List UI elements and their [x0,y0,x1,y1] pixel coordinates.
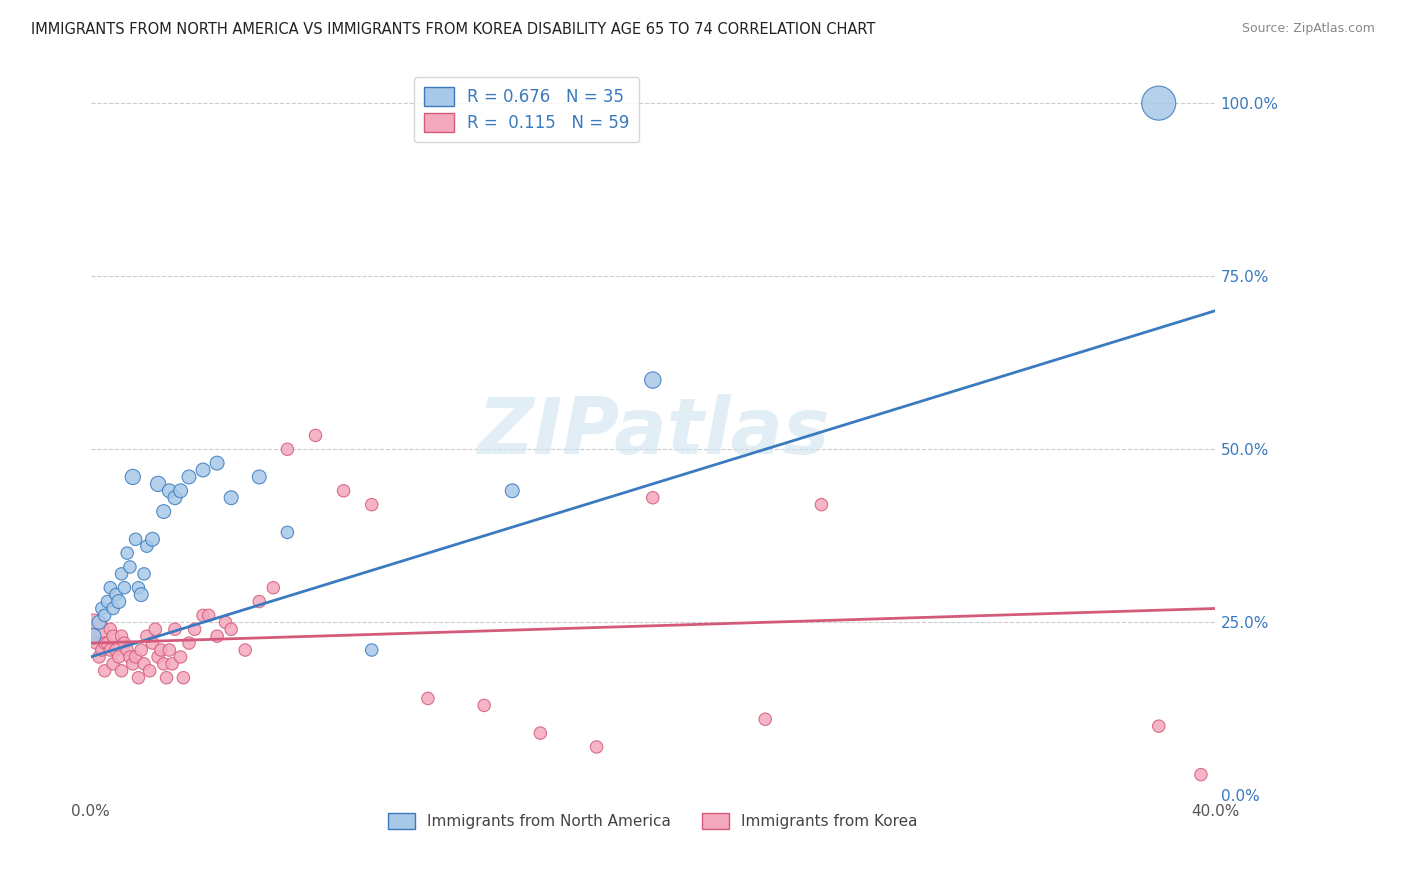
Point [101,601,124,615]
Point [360,643,382,657]
Point [472,698,495,713]
Point [262,581,284,595]
Point [332,483,354,498]
Point [104,588,127,602]
Point [152,657,174,671]
Point [1189,767,1212,781]
Point [98,581,121,595]
Point [110,629,132,643]
Point [90,601,112,615]
Point [115,546,138,560]
Point [169,649,191,664]
Point [93,664,115,678]
Point [143,622,166,636]
Point [132,566,155,581]
Point [641,373,664,387]
Point [98,643,121,657]
Point [157,483,180,498]
Point [107,594,129,608]
Point [160,657,183,671]
Point [104,643,127,657]
Point [1147,96,1170,111]
Legend: Immigrants from North America, Immigrants from Korea: Immigrants from North America, Immigrant… [381,806,924,835]
Point [146,649,169,664]
Point [132,657,155,671]
Text: Source: ZipAtlas.com: Source: ZipAtlas.com [1241,22,1375,36]
Point [101,629,124,643]
Point [110,664,132,678]
Point [754,712,776,726]
Point [124,649,146,664]
Point [152,505,174,519]
Point [96,636,118,650]
Point [141,636,163,650]
Point [107,649,129,664]
Point [112,636,135,650]
Point [124,533,146,547]
Point [82,629,104,643]
Point [1147,719,1170,733]
Point [82,622,104,636]
Point [96,594,118,608]
Point [98,622,121,636]
Point [157,643,180,657]
Point [163,622,186,636]
Point [501,483,523,498]
Point [127,671,149,685]
Point [138,664,160,678]
Point [101,657,124,671]
Point [121,657,143,671]
Point [810,498,832,512]
Point [205,456,228,470]
Point [247,594,270,608]
Point [304,428,326,442]
Point [219,622,242,636]
Point [93,636,115,650]
Point [169,483,191,498]
Text: ZIPatlas: ZIPatlas [477,394,830,470]
Point [135,539,157,553]
Point [135,629,157,643]
Point [146,476,169,491]
Point [149,643,172,657]
Point [118,649,141,664]
Point [90,643,112,657]
Point [129,588,152,602]
Point [121,470,143,484]
Point [219,491,242,505]
Point [84,636,107,650]
Point [87,615,110,630]
Point [155,671,177,685]
Point [197,608,219,623]
Point [214,615,236,630]
Point [585,739,607,754]
Point [93,608,115,623]
Point [163,491,186,505]
Point [183,622,205,636]
Point [115,643,138,657]
Point [191,608,214,623]
Point [276,525,298,540]
Point [118,560,141,574]
Point [87,649,110,664]
Point [416,691,439,706]
Point [177,636,200,650]
Point [191,463,214,477]
Point [141,533,163,547]
Point [529,726,551,740]
Point [172,671,194,685]
Point [110,566,132,581]
Point [129,643,152,657]
Point [127,581,149,595]
Point [247,470,270,484]
Point [177,470,200,484]
Point [360,498,382,512]
Point [112,581,135,595]
Point [233,643,256,657]
Point [641,491,664,505]
Point [276,442,298,457]
Text: IMMIGRANTS FROM NORTH AMERICA VS IMMIGRANTS FROM KOREA DISABILITY AGE 65 TO 74 C: IMMIGRANTS FROM NORTH AMERICA VS IMMIGRA… [31,22,876,37]
Point [205,629,228,643]
